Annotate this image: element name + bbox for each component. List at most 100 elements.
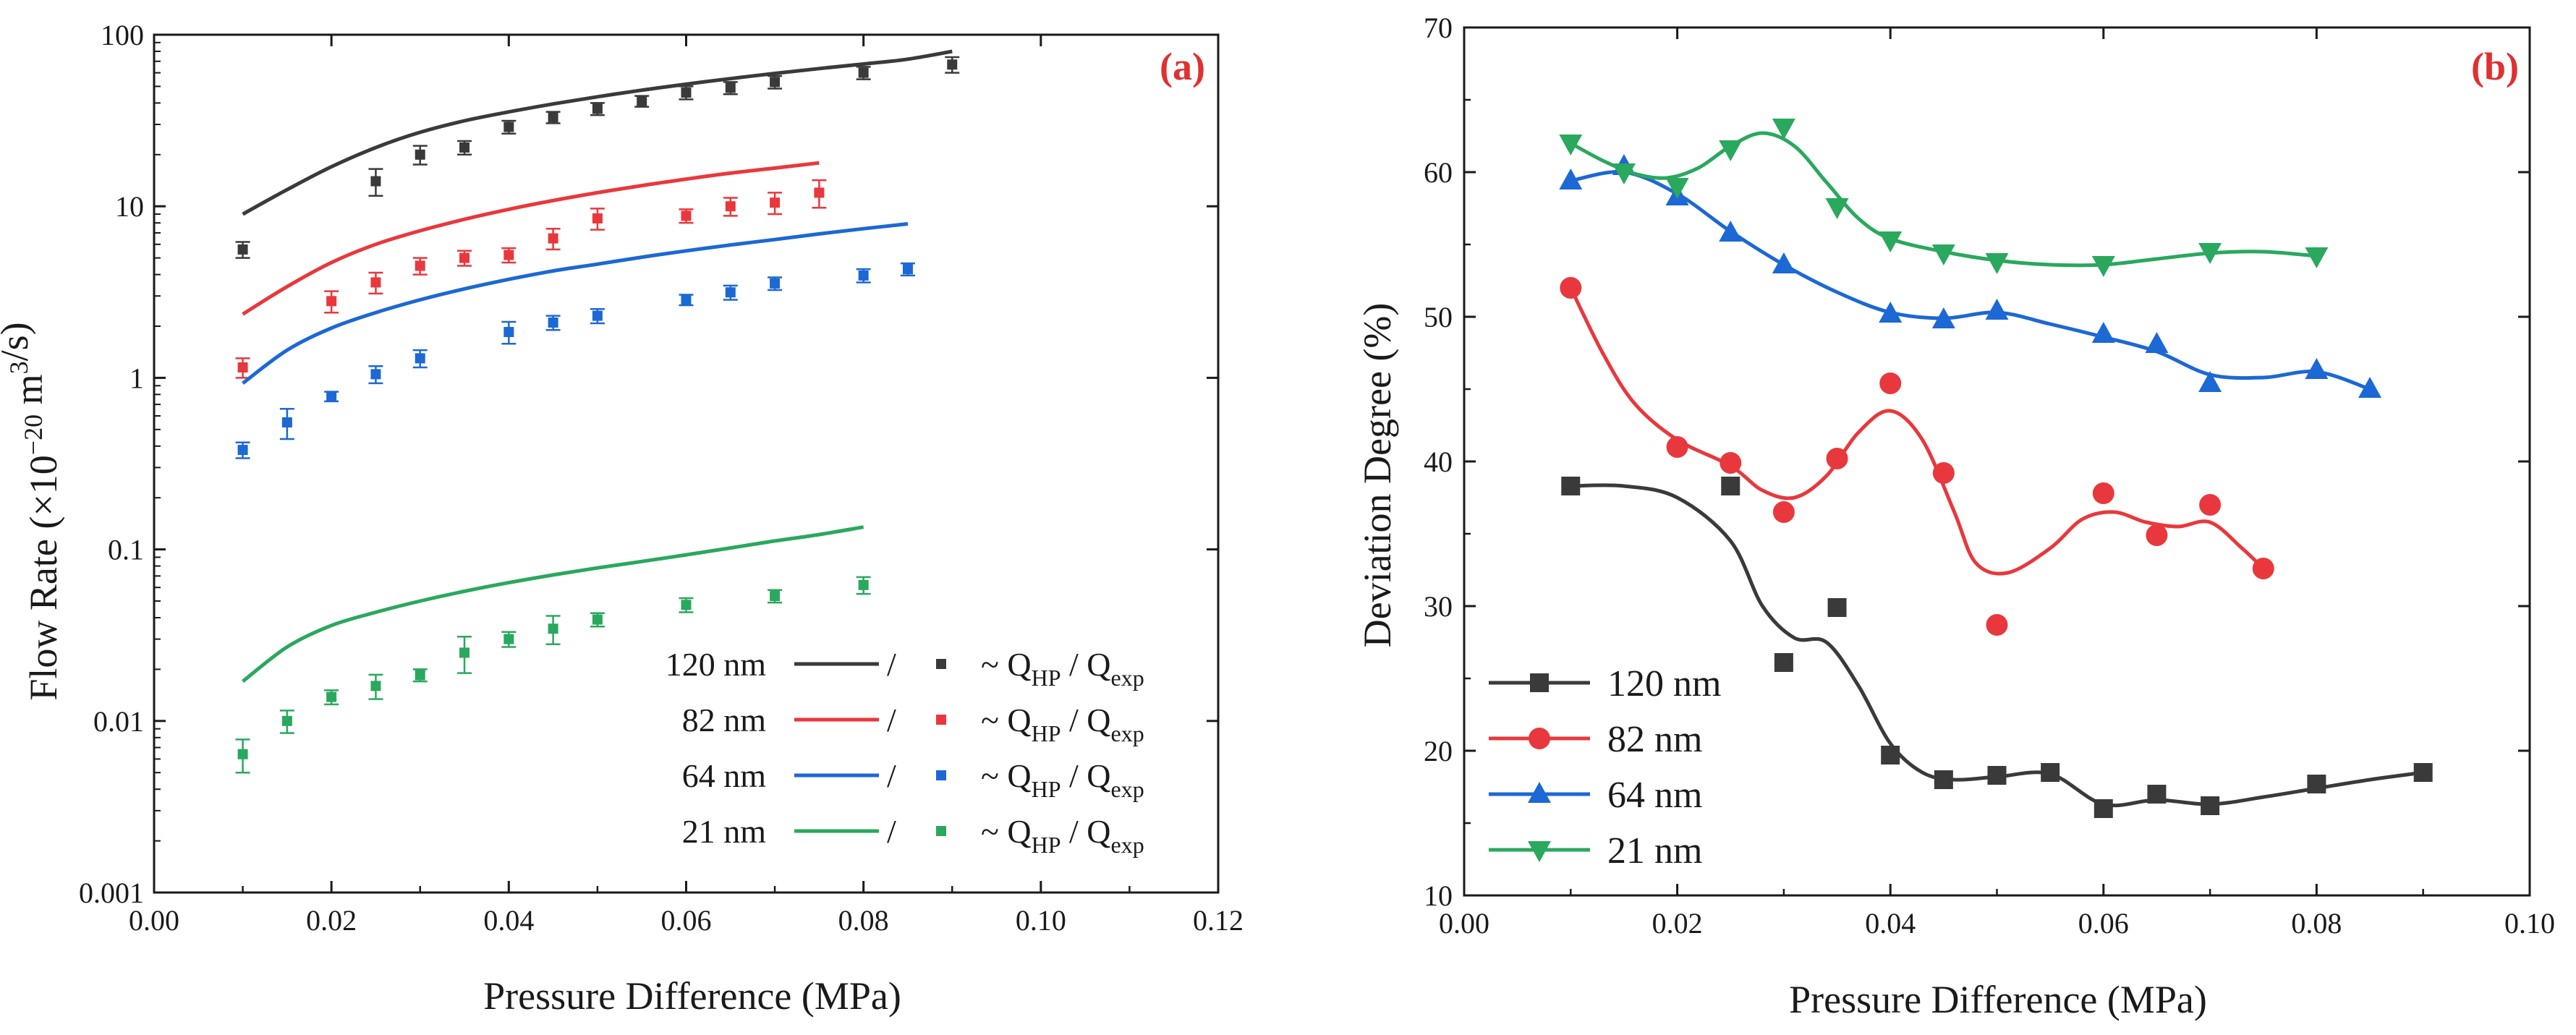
data-point-21-nm (1931, 244, 1955, 265)
legend-a-marker-swatch (936, 715, 946, 725)
data-point-64-nm (1931, 307, 1955, 328)
panel-b-x-tick-label: 0.04 (1865, 907, 1916, 940)
legend-a-slash: / (887, 702, 896, 738)
data-point-82-nm (2092, 482, 2114, 504)
data-point-120-nm (1881, 746, 1900, 764)
data-point-120-nm (592, 103, 603, 114)
data-point-120-nm (237, 244, 248, 255)
panel-a-y-tick-label: 100 (101, 19, 144, 51)
legend-a-ratio-part: ~ Q (981, 813, 1032, 850)
legend-a-ratio-part: ~ Q (981, 702, 1032, 738)
data-point-120-nm (770, 77, 781, 88)
data-point-120-nm (1721, 477, 1740, 495)
data-point-21-nm (858, 579, 869, 590)
data-point-64-nm (1559, 169, 1583, 189)
deviation-curve-64-nm (1570, 170, 2371, 391)
panel-a-y-tick-label: 1 (129, 362, 144, 394)
legend-a-label: 21 nm (682, 813, 767, 850)
data-point-120-nm (415, 149, 425, 160)
data-point-64-nm (2198, 371, 2222, 392)
legend-a-ratio-label: ~ QHP / Qexp (981, 646, 1144, 691)
data-point-82-nm (1666, 436, 1688, 458)
panel-b-y-axis-title: Deviation Degree (%) (1356, 303, 1399, 648)
data-point-64-nm (2145, 332, 2169, 353)
data-point-21-nm (370, 681, 381, 691)
legend-a-slash: / (887, 757, 896, 794)
panel-a-y-tick-label: 0.01 (93, 705, 144, 738)
data-point-21-nm (681, 600, 692, 610)
legend-a-ratio-part: ~ Q (981, 646, 1032, 683)
data-point-120-nm (637, 95, 647, 106)
data-point-120-nm (1827, 598, 1847, 617)
y-label-superscript: −20 (19, 414, 48, 455)
panel-b-y-tick-label: 50 (1424, 301, 1453, 333)
legend-b-label: 120 nm (1607, 663, 1721, 704)
data-point-120-nm (1987, 766, 2007, 785)
data-point-64-nm (1985, 299, 2009, 320)
data-point-21-nm (1612, 163, 1636, 184)
data-point-21-nm (415, 670, 425, 681)
panel-a-label: (a) (1160, 45, 1205, 88)
legend-a-ratio-part: / Q (1061, 757, 1111, 794)
data-point-82-nm (1826, 448, 1848, 469)
data-point-21-nm (2305, 247, 2329, 268)
data-point-82-nm (2199, 494, 2222, 516)
data-point-64-nm (2358, 377, 2382, 398)
data-point-64-nm (1719, 221, 1743, 242)
legend-a-ratio-label: ~ QHP / Qexp (981, 757, 1144, 802)
data-point-64-nm (681, 294, 692, 305)
panel-a-x-axis-title: Pressure Difference (MPa) (483, 974, 901, 1018)
data-point-64-nm (326, 391, 337, 401)
panel-a-axes: 0.00 0.02 0.04 0.06 0.08 0.10 0.12 0.001 0.01 0.1… (79, 19, 1244, 937)
panel-b-y-tick-label: 30 (1424, 590, 1453, 623)
data-point-64-nm (503, 327, 514, 338)
series-b-64-nm (1559, 154, 2382, 398)
data-point-82-nm (1772, 501, 1795, 523)
legend-a-label: 120 nm (666, 646, 767, 683)
panel-b-y-tick-label: 60 (1424, 156, 1453, 189)
legend-b-marker-swatch (1529, 728, 1550, 749)
panel-b-y-tick-label: 20 (1424, 735, 1453, 767)
data-point-64-nm (725, 287, 736, 298)
data-point-21-nm (548, 623, 558, 634)
data-point-21-nm (1825, 198, 1849, 219)
hp-model-line-120-nm (242, 49, 953, 216)
panel-b-x-tick-label: 0.02 (1652, 907, 1703, 940)
data-point-21-nm (237, 749, 248, 759)
panel-b-y-tick-label: 40 (1424, 446, 1453, 478)
data-point-21-nm (2091, 256, 2115, 277)
data-point-21-nm (1559, 135, 1583, 156)
data-point-21-nm (592, 614, 603, 625)
data-point-82-nm (2252, 558, 2274, 579)
legend-a-ratio-part: / Q (1061, 702, 1111, 738)
data-point-21-nm (2198, 243, 2222, 264)
data-point-120-nm (370, 176, 381, 187)
series-b-82-nm (1560, 277, 2274, 636)
panel-b-plot-area (1559, 119, 2433, 818)
legend-a-ratio-sub: exp (1111, 720, 1144, 746)
data-point-64-nm (415, 353, 425, 364)
data-point-82-nm (1720, 452, 1742, 474)
data-point-82-nm (415, 260, 425, 271)
panel-a-y-axis-title: Flow Rate (×10−20 m3/s) (0, 322, 65, 700)
panel-a-x-tick-label: 0.00 (129, 904, 179, 937)
hp-model-line-64-nm (242, 222, 909, 385)
series-b-21-nm (1559, 119, 2329, 277)
deviation-curve-21-nm (1570, 131, 2317, 268)
legend-b-label: 82 nm (1607, 719, 1702, 760)
data-point-120-nm (2413, 763, 2433, 782)
data-point-82-nm (370, 277, 381, 288)
y-label-part: Flow Rate (×10 (22, 455, 65, 700)
panel-b-x-tick-label: 0.08 (2291, 907, 2342, 940)
data-point-82-nm (814, 187, 825, 198)
legend-b-marker-swatch (1528, 782, 1551, 803)
legend-a-ratio-sub: HP (1032, 832, 1061, 858)
panel-a-y-tick-label: 10 (115, 190, 144, 223)
panel-b-legend: 120 nm 82 nm 64 nm 21 nm (1489, 663, 1721, 872)
data-point-120-nm (2093, 799, 2113, 818)
data-point-82-nm (459, 252, 470, 263)
hp-model-line-82-nm (242, 161, 820, 316)
data-point-21-nm (1879, 231, 1903, 252)
